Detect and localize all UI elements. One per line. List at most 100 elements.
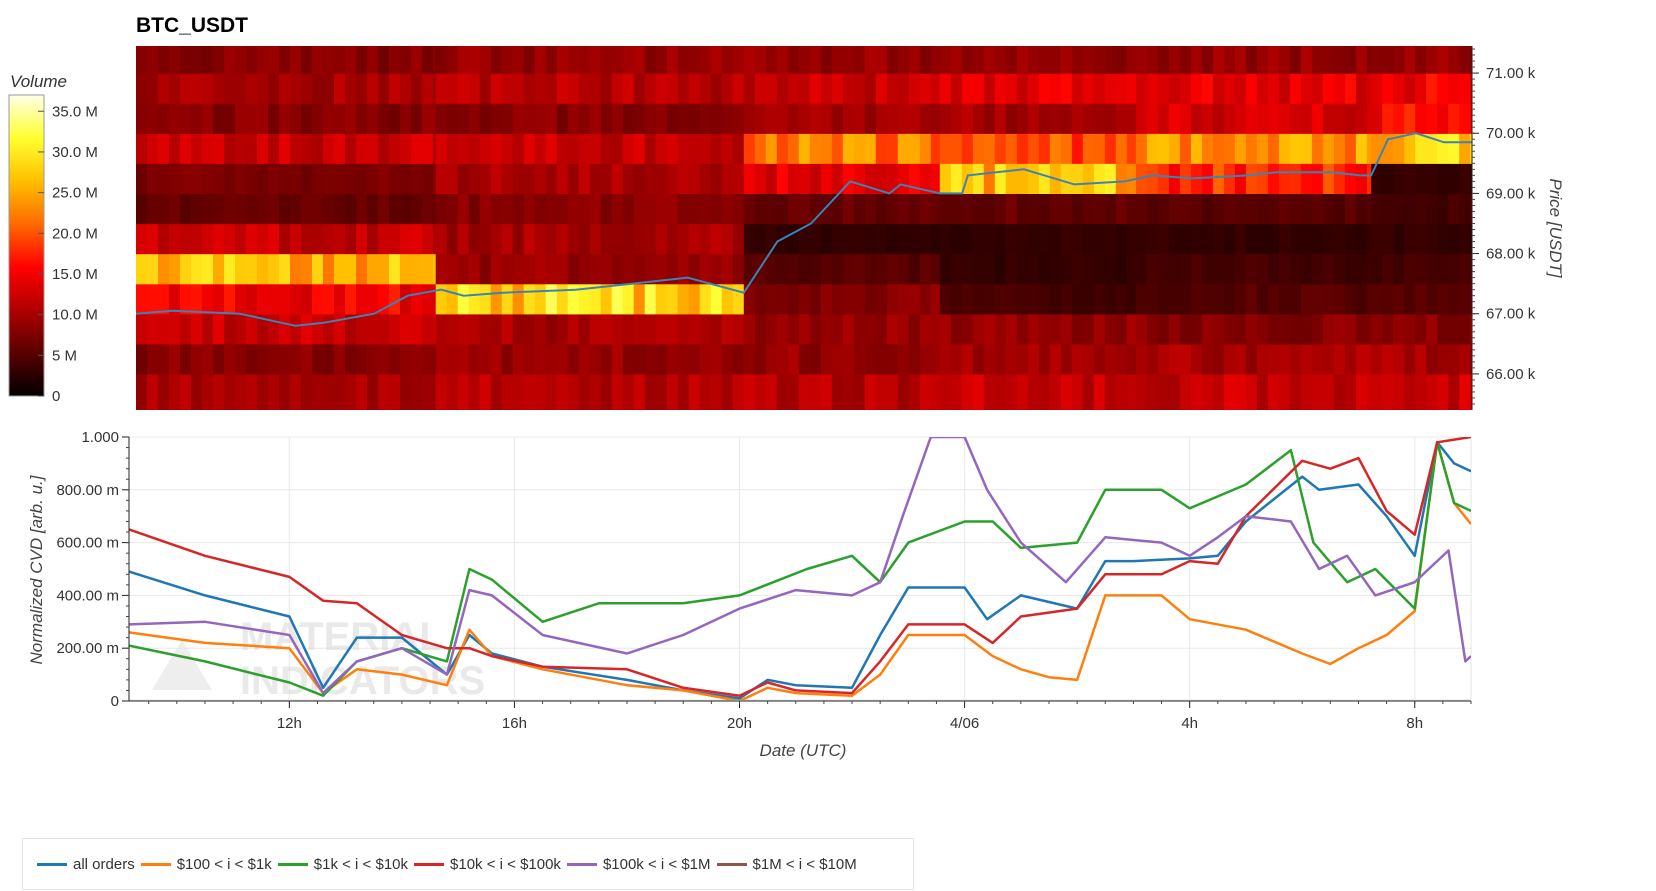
legend-item[interactable]: $1k < i < $10k <box>277 856 408 873</box>
heatmap-cell <box>875 223 888 255</box>
heatmap-cell <box>136 163 148 194</box>
legend-item[interactable]: $10k < i < $100k <box>414 856 561 873</box>
heatmap-cell <box>983 46 996 74</box>
heatmap-cell <box>468 343 481 375</box>
heatmap-cell <box>1201 313 1214 345</box>
heatmap-cell <box>864 283 877 315</box>
heatmap-cell <box>1005 103 1018 134</box>
heatmap-cell <box>875 103 888 134</box>
heatmap-cell <box>1082 313 1095 345</box>
heatmap-cell <box>136 46 148 74</box>
heatmap-cell <box>389 193 401 225</box>
heatmap-cell <box>1093 133 1106 164</box>
heatmap-cell <box>939 373 952 410</box>
legend-item[interactable]: $100 < i < $1k <box>140 856 272 873</box>
heatmap-cell <box>1115 163 1128 194</box>
heatmap-cell <box>1190 46 1203 74</box>
heatmap-cell <box>1470 73 1472 104</box>
heatmap-cell <box>831 313 844 345</box>
heatmap-cell <box>787 133 800 164</box>
heatmap-cell <box>1289 163 1302 194</box>
heatmap-cell <box>611 103 624 134</box>
legend-item[interactable]: $100k < i < $1M <box>566 856 711 873</box>
heatmap-cell <box>169 73 181 104</box>
heatmap-cell <box>545 223 558 255</box>
heatmap-cell <box>611 73 624 104</box>
heatmap-cell <box>446 163 459 194</box>
heatmap-cell <box>268 343 280 375</box>
heatmap-cell <box>1027 46 1040 74</box>
heatmap-cell <box>1201 343 1214 375</box>
heatmap-cell <box>1256 193 1269 225</box>
heatmap-cell <box>246 193 258 225</box>
heatmap-cell <box>1333 133 1346 164</box>
heatmap-cell <box>798 313 811 345</box>
heatmap-cell <box>743 223 756 255</box>
heatmap-cell <box>1212 193 1225 225</box>
heatmap-cell <box>1071 46 1084 74</box>
heatmap-cell <box>290 253 302 285</box>
heatmap-cell <box>1126 223 1137 255</box>
heatmap-cell <box>994 193 1007 225</box>
heatmap-cell <box>842 73 855 104</box>
heatmap-cell <box>545 373 558 410</box>
heatmap-cell <box>1300 73 1313 104</box>
heatmap-cell <box>1311 133 1324 164</box>
heatmap-cell <box>1212 223 1225 255</box>
legend-item[interactable]: $1M < i < $10M <box>716 856 857 873</box>
heatmap-cell <box>1093 343 1106 375</box>
heatmap-cell <box>523 373 536 410</box>
heatmap-cell <box>545 343 558 375</box>
heatmap-cell <box>246 343 258 375</box>
cvd-y-tick-label: 600.00 m <box>56 535 119 552</box>
heatmap-cell <box>202 73 214 104</box>
heatmap-cell <box>147 73 159 104</box>
heatmap-cell <box>433 46 437 74</box>
heatmap-cell <box>875 73 888 104</box>
heatmap-cell <box>754 313 767 345</box>
heatmap-cell <box>400 253 412 285</box>
heatmap-cell <box>556 133 569 164</box>
heatmap-cell <box>1212 103 1225 134</box>
heatmap-cell <box>961 46 974 74</box>
heatmap-cell <box>972 223 985 255</box>
heatmap-cell <box>411 343 423 375</box>
heatmap-cell <box>400 343 412 375</box>
heatmap-cell <box>776 133 789 164</box>
heatmap-cell <box>334 343 346 375</box>
heatmap-cell <box>1126 133 1137 164</box>
heatmap-cell <box>961 313 974 345</box>
legend-item[interactable]: all orders <box>37 856 135 873</box>
heatmap-cell <box>367 193 379 225</box>
heatmap-cell <box>622 313 635 345</box>
cvd-y-tick-label: 1.000 <box>81 429 119 446</box>
heatmap-cell <box>1371 193 1383 225</box>
heatmap-cell <box>1104 223 1117 255</box>
heatmap-cell <box>1060 193 1073 225</box>
heatmap-cell <box>1322 133 1335 164</box>
chart-title: BTC_USDT <box>136 14 248 37</box>
heatmap-cell <box>345 46 357 74</box>
heatmap-cell <box>699 103 712 134</box>
heatmap-cell <box>1382 163 1394 194</box>
heatmap-cell <box>853 283 866 315</box>
heatmap-cell <box>556 343 569 375</box>
heatmap-cell <box>411 73 423 104</box>
heatmap-cell <box>501 193 514 225</box>
heatmap-cell <box>961 73 974 104</box>
heatmap-cell <box>1311 283 1324 315</box>
heatmap-cell <box>930 373 941 410</box>
heatmap-cell <box>1082 46 1095 74</box>
heatmap-cell <box>897 73 910 104</box>
heatmap-cell <box>1005 133 1018 164</box>
heatmap-cell <box>422 313 434 345</box>
heatmap-cell <box>1322 73 1335 104</box>
heatmap-cell <box>1146 343 1159 375</box>
heatmap-cell <box>699 46 712 74</box>
legend-swatch <box>716 862 747 866</box>
heatmap-cell <box>633 46 646 74</box>
heatmap-cell <box>1415 253 1427 285</box>
heatmap-cell <box>567 223 580 255</box>
heatmap-cell <box>589 46 602 74</box>
heatmap-cell <box>1382 313 1394 345</box>
